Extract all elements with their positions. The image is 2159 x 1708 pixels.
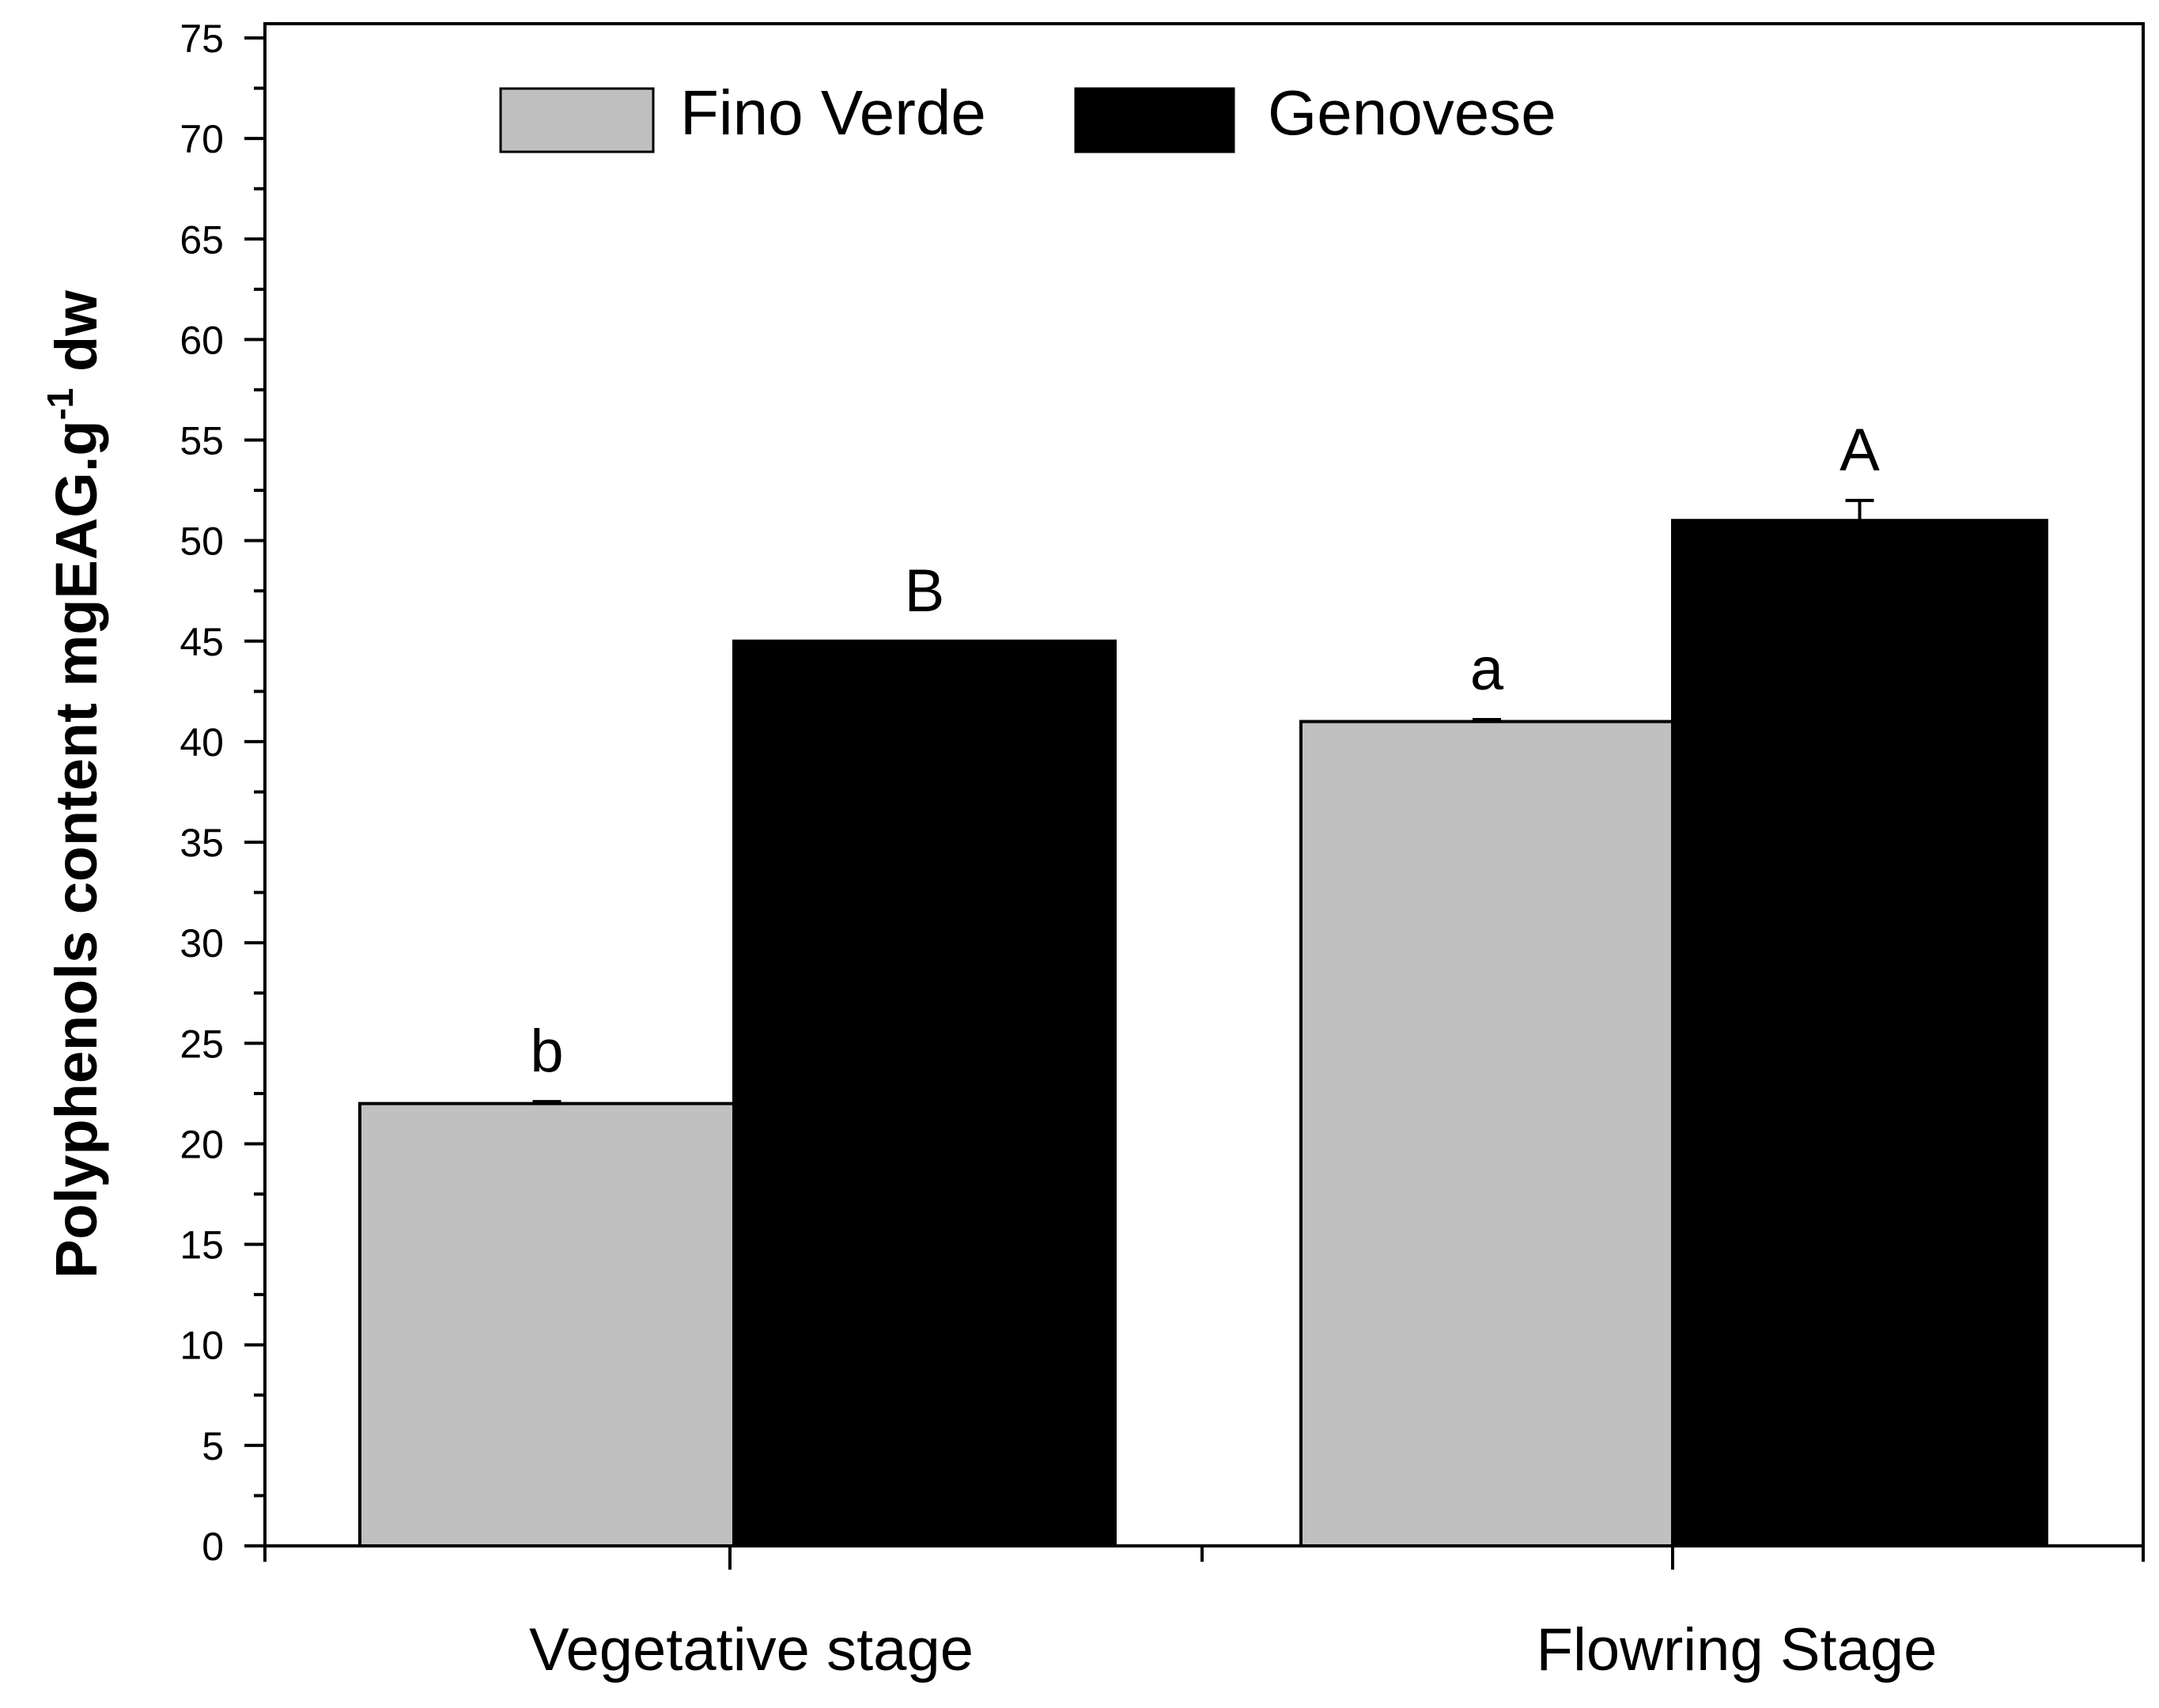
y-tick-label: 30: [180, 921, 224, 965]
y-axis-label: Polyphenols content mgEAG.g-1 dw: [40, 290, 109, 1279]
significance-letter: A: [1839, 417, 1880, 484]
bar-fino-verde-1: [358, 1102, 735, 1547]
significance-letter: a: [1470, 636, 1504, 703]
legend-label-fino-verde: Fino Verde: [680, 77, 986, 148]
y-tick-label: 45: [180, 620, 224, 664]
legend: Fino Verde Genovese: [499, 77, 1556, 153]
y-axis-ticks: 0 5 10 15 20 25 30 35 40 45 50 55 60 65 70 75: [180, 17, 265, 1569]
y-tick-label: 75: [180, 17, 224, 61]
y-tick-label: 35: [180, 821, 224, 865]
y-axis-label-sup: -1: [40, 388, 81, 421]
legend-swatch-genovese: [1074, 87, 1235, 153]
y-tick-label: 60: [180, 318, 224, 362]
y-tick-label: 0: [202, 1525, 224, 1569]
y-tick-label: 15: [180, 1223, 224, 1268]
y-tick-label: 50: [180, 520, 224, 564]
y-tick-label: 25: [180, 1022, 224, 1066]
y-axis-label-tail: dw: [43, 290, 109, 388]
y-axis-label-main: Polyphenols content mgEAG.g: [43, 420, 109, 1278]
legend-label-genovese: Genovese: [1268, 77, 1556, 148]
y-tick-label: 65: [180, 217, 224, 262]
x-category-label: Flowring Stage: [1537, 1616, 1938, 1683]
y-tick-label: 55: [180, 419, 224, 463]
significance-letter: b: [530, 1018, 563, 1085]
x-axis-ticks: [263, 1546, 2145, 1570]
y-tick-label: 5: [202, 1424, 224, 1468]
y-tick-label: 70: [180, 117, 224, 161]
bar-fino-verde-2: [1299, 720, 1674, 1547]
plot-frame: [263, 22, 2145, 1547]
y-tick-label: 40: [180, 720, 224, 765]
bar-genovese-1: [732, 639, 1117, 1547]
error-bars: [532, 498, 1874, 1104]
y-tick-label: 10: [180, 1324, 224, 1368]
bar-genovese-2: [1671, 519, 2048, 1547]
significance-letters: b Ba A: [530, 417, 1880, 1085]
legend-swatch-fino-verde: [499, 87, 655, 153]
significance-letter: B: [905, 557, 945, 625]
category-labels: Vegetative stage Flowring Stage: [529, 1616, 1937, 1683]
x-category-label: Vegetative stage: [529, 1616, 974, 1683]
y-tick-label: 20: [180, 1122, 224, 1166]
bars: [358, 519, 2048, 1547]
